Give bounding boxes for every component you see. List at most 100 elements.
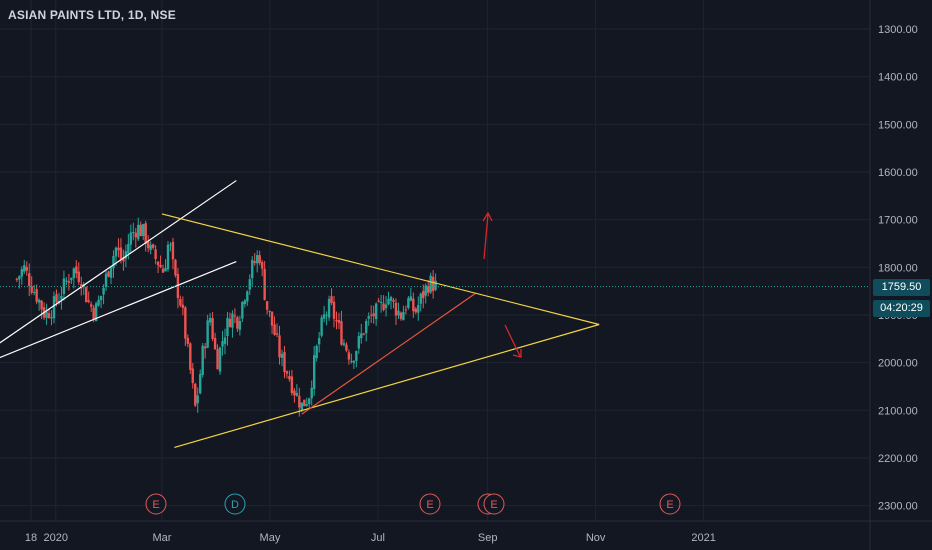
candle-body — [45, 311, 48, 319]
earnings-event-icon[interactable] — [419, 493, 441, 515]
candle-body — [40, 300, 43, 310]
candle-body — [28, 273, 31, 286]
candle-body — [337, 320, 341, 323]
event-label: E — [426, 499, 433, 511]
candle-body — [228, 318, 232, 327]
candle-body — [194, 383, 197, 406]
candle-body — [171, 241, 175, 260]
price-tick-label: 2100.00 — [878, 405, 918, 417]
candle-body — [265, 301, 269, 310]
candle-body — [412, 298, 415, 312]
candle-body — [164, 268, 167, 272]
price-tick-label: 1400.00 — [878, 72, 918, 84]
channel-lower-line[interactable] — [0, 261, 237, 365]
candle-body — [161, 268, 165, 273]
candle-body — [360, 333, 363, 339]
candle-body — [382, 303, 385, 311]
candle-body — [50, 317, 53, 319]
candle-body — [119, 247, 123, 260]
candle-body — [399, 312, 403, 319]
candle-body — [355, 351, 358, 361]
time-tick-label: 2020 — [44, 532, 68, 544]
candle-body — [367, 316, 370, 319]
symbol-title: ASIAN PAINTS LTD, 1D, NSE — [8, 8, 176, 22]
candle-body — [313, 355, 316, 389]
candle-body — [268, 310, 271, 312]
candle-body — [248, 279, 251, 290]
candle-body — [342, 343, 346, 345]
candle-body — [196, 395, 199, 404]
drawings[interactable] — [0, 180, 870, 449]
candle-body — [174, 259, 177, 276]
candle-body — [221, 341, 224, 347]
candle-body — [434, 280, 437, 290]
candle-body — [30, 286, 33, 293]
candle-body — [186, 337, 190, 344]
breakout-up-arrow[interactable] — [483, 213, 489, 260]
countdown-label: 04:20:29 — [873, 300, 930, 317]
candle-body — [243, 300, 247, 305]
candle-body — [317, 337, 321, 345]
candle-body — [206, 320, 209, 348]
event-label: E — [152, 499, 159, 511]
candle-body — [332, 301, 336, 319]
candle-body — [114, 247, 118, 257]
candle-body — [184, 307, 187, 339]
candle-body — [52, 296, 56, 319]
candle-body — [18, 276, 21, 280]
candle-body — [377, 300, 380, 302]
earnings-event-icon[interactable] — [483, 493, 505, 515]
candle-body — [270, 311, 274, 326]
candle-body — [109, 267, 113, 278]
candle-body — [357, 336, 361, 349]
candle-body — [379, 301, 383, 304]
support-trendline[interactable] — [301, 293, 476, 415]
candle-body — [236, 317, 239, 329]
candle-body — [117, 247, 120, 251]
price-tick-label: 2000.00 — [878, 358, 918, 370]
candle-body — [365, 320, 368, 334]
candle-body — [179, 298, 182, 306]
candle-body — [429, 275, 432, 293]
candle-body — [305, 404, 308, 406]
triangle-upper-line[interactable] — [161, 213, 600, 326]
candle-body — [37, 299, 41, 303]
candle-body — [191, 368, 194, 384]
candle-body — [124, 251, 128, 259]
candle-body — [87, 300, 90, 302]
candle-body — [181, 304, 185, 308]
candle-body — [15, 278, 19, 280]
candle-body — [280, 353, 284, 358]
candle-body — [218, 347, 222, 372]
grid — [0, 0, 870, 521]
candle-body — [156, 261, 160, 266]
candle-body — [322, 314, 326, 319]
candle-body — [374, 303, 378, 320]
candle-body — [241, 302, 244, 319]
candle-body — [310, 387, 313, 399]
earnings-event-icon[interactable] — [659, 493, 681, 515]
candle-body — [384, 304, 388, 309]
candle-body — [85, 287, 88, 303]
channel-upper-line[interactable] — [0, 180, 237, 356]
earnings-event-icon[interactable] — [145, 493, 167, 515]
candle-body — [320, 317, 323, 336]
candle-body — [389, 297, 393, 301]
candle-body — [300, 402, 304, 411]
dividend-event-icon[interactable] — [224, 493, 246, 515]
candle-body — [285, 371, 289, 374]
triangle-lower-line[interactable] — [174, 323, 600, 449]
candle-body — [263, 268, 266, 300]
candle-body — [151, 244, 155, 248]
candle-body — [70, 277, 73, 281]
candle-body — [211, 317, 214, 339]
candle-body — [402, 311, 405, 321]
candle-body — [32, 291, 36, 293]
candle-body — [89, 304, 93, 307]
breakdown-down-arrow[interactable] — [504, 324, 521, 357]
candle-body — [369, 314, 373, 316]
last-price-label: 1759.50 — [873, 279, 930, 296]
